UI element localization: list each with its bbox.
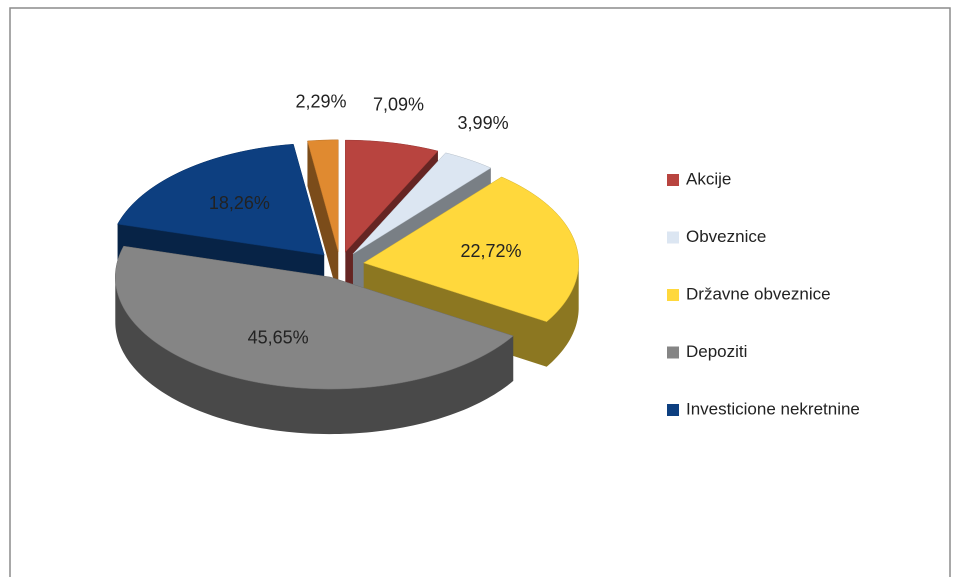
legend-label: Obveznice [686, 227, 766, 246]
data-label: 2,29% [295, 91, 346, 111]
slice [115, 245, 514, 390]
data-label: 45,65% [248, 327, 309, 347]
slice [307, 139, 339, 252]
slice [117, 143, 325, 256]
data-label: 22,72% [460, 241, 521, 261]
data-label: 7,09% [373, 95, 424, 115]
legend-swatch [667, 346, 679, 359]
slice [345, 139, 439, 253]
legend-swatch [667, 289, 679, 301]
data-label: 3,99% [458, 113, 509, 133]
data-label: 18,26% [209, 193, 270, 213]
legend-swatch [667, 404, 679, 416]
slice [363, 176, 579, 322]
legend-swatch [667, 174, 679, 186]
legend-label: Investicione nekretnine [686, 399, 860, 418]
legend-label: Depoziti [686, 342, 747, 361]
slice [352, 152, 492, 255]
legend-label: Akcije [686, 169, 731, 188]
legend-label: Državne obveznice [686, 284, 831, 303]
legend-swatch [667, 231, 679, 244]
